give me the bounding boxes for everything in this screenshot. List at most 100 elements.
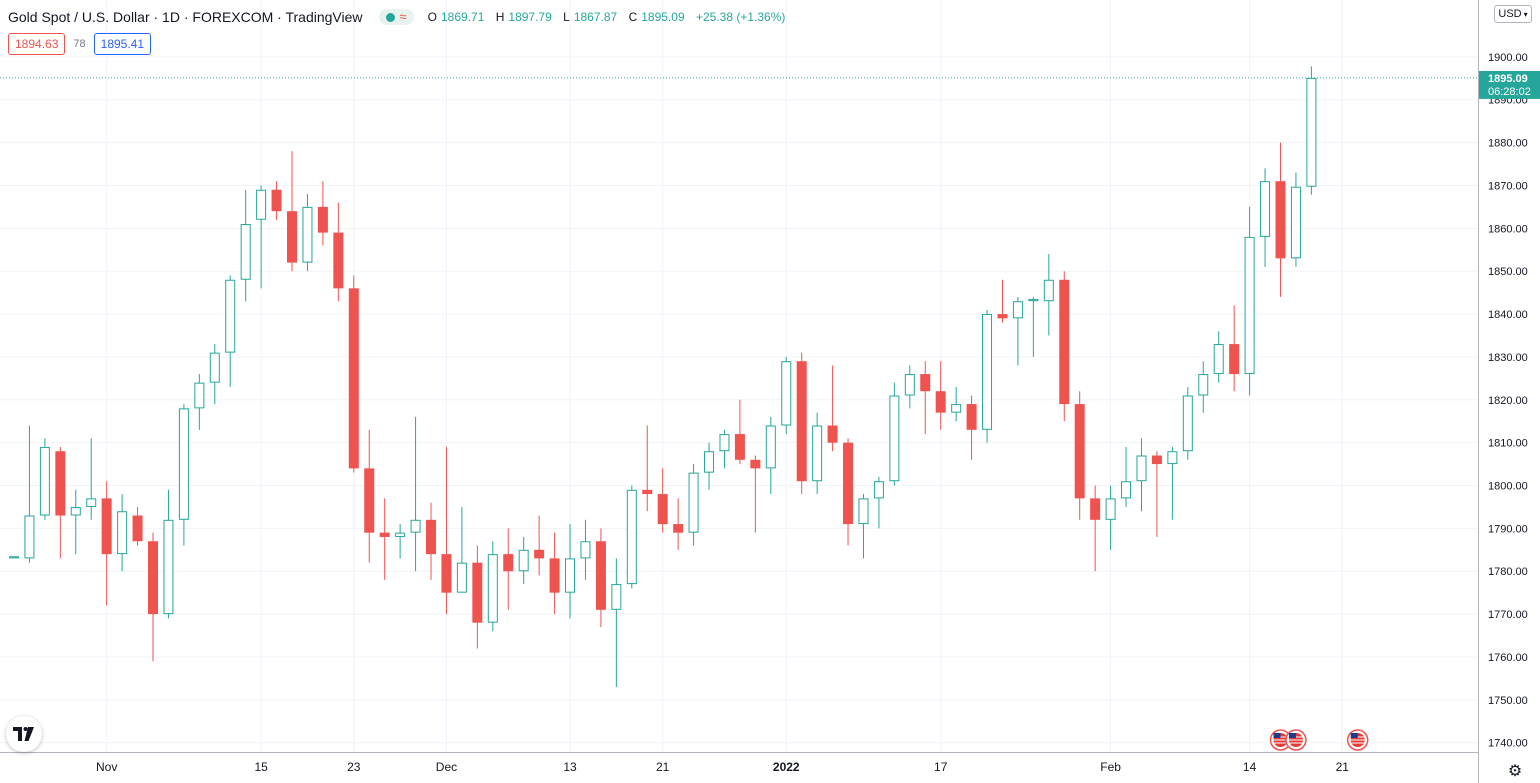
candle xyxy=(117,494,128,572)
candle xyxy=(657,468,668,533)
y-tick-label: 1790.00 xyxy=(1488,523,1528,535)
candle xyxy=(982,309,993,443)
currency-select[interactable]: USD ▾ xyxy=(1494,5,1532,23)
candle xyxy=(642,425,653,512)
candle xyxy=(1167,446,1178,520)
candle xyxy=(302,194,313,272)
y-tick-label: 1860.00 xyxy=(1488,223,1528,235)
candle xyxy=(1074,391,1085,520)
candle xyxy=(1028,296,1039,357)
candle-body-up xyxy=(565,558,576,593)
candle xyxy=(1275,142,1286,297)
y-tick-label: 1750.00 xyxy=(1488,695,1528,707)
candle xyxy=(55,446,66,559)
candle-body-down xyxy=(642,489,653,495)
candle xyxy=(410,416,421,572)
last-price-box xyxy=(1479,70,1540,99)
y-tick-label: 1740.00 xyxy=(1488,738,1528,750)
candle xyxy=(503,528,514,610)
market-status[interactable]: ≈ xyxy=(378,9,414,25)
candle xyxy=(796,352,807,495)
candle xyxy=(827,365,838,452)
candle-body-up xyxy=(889,395,900,482)
x-tick-label: 14 xyxy=(1243,760,1257,774)
candle-body-up xyxy=(456,562,467,593)
candle xyxy=(904,365,915,409)
candle-body-down xyxy=(843,442,854,525)
candle-body-down xyxy=(549,558,560,593)
x-tick-label: 21 xyxy=(656,760,670,774)
candle-body-up xyxy=(209,352,220,383)
gear-icon[interactable]: ⚙ xyxy=(1507,763,1523,780)
candle-body-up xyxy=(518,549,529,572)
high-value: 1897.79 xyxy=(508,10,552,24)
last-price-value: 1895.09 xyxy=(1488,73,1528,85)
countdown-value: 06:28:02 xyxy=(1488,86,1531,98)
candle-body-down xyxy=(1275,181,1286,259)
candle-body-up xyxy=(395,532,406,537)
candle-body-up xyxy=(704,451,715,473)
chevron-down-icon: ▾ xyxy=(1523,9,1528,19)
candle xyxy=(194,374,205,430)
candle xyxy=(673,498,684,550)
buy-price-button[interactable]: 1895.41 xyxy=(93,33,152,55)
candle xyxy=(271,181,282,220)
x-tick-label: 23 xyxy=(347,760,361,774)
x-tick-label: 2022 xyxy=(773,760,800,774)
candle-body-down xyxy=(1090,498,1101,520)
candle xyxy=(1260,168,1271,267)
flag-canton xyxy=(1350,733,1358,738)
status-dot-icon xyxy=(385,12,395,22)
candle-body-down xyxy=(920,374,931,392)
candle-body-down xyxy=(1074,404,1085,499)
candle xyxy=(534,515,545,576)
candle-body-up xyxy=(904,374,915,396)
sell-price-button[interactable]: 1894.63 xyxy=(8,33,66,55)
candle xyxy=(688,464,699,546)
candle xyxy=(1229,305,1240,392)
tradingview-logo-icon[interactable] xyxy=(6,716,42,752)
candle xyxy=(1059,271,1070,422)
candle-body-down xyxy=(101,498,112,555)
candle xyxy=(1213,331,1224,383)
candle xyxy=(364,429,375,563)
candle xyxy=(39,438,50,520)
candle-body-up xyxy=(1105,498,1116,520)
y-tick-label: 1820.00 xyxy=(1488,395,1528,407)
candle xyxy=(348,275,359,473)
candle xyxy=(1136,438,1147,512)
candle xyxy=(1012,296,1023,366)
chart-legend: Gold Spot / U.S. Dollar · 1D · FOREXCOM … xyxy=(8,6,789,28)
candle-body-up xyxy=(256,189,267,220)
event-markers[interactable] xyxy=(1269,729,1369,751)
candle-body-up xyxy=(24,515,35,559)
y-tick-label: 1880.00 xyxy=(1488,138,1528,150)
symbol-title[interactable]: Gold Spot / U.S. Dollar · 1D · FOREXCOM … xyxy=(8,9,363,25)
candle-body-up xyxy=(1136,455,1147,482)
wave-icon: ≈ xyxy=(399,9,407,24)
candle-body-down xyxy=(472,562,483,623)
candle xyxy=(24,425,35,563)
candle-body-up xyxy=(194,382,205,409)
candle xyxy=(873,476,884,529)
candle-body-down xyxy=(796,361,807,482)
candle xyxy=(626,485,637,589)
candle-body-up xyxy=(873,481,884,499)
candle-body-up xyxy=(982,314,993,430)
candle xyxy=(456,506,467,593)
candle-body-down xyxy=(657,494,668,525)
candle xyxy=(395,524,406,559)
candle xyxy=(256,185,267,289)
candle-body-up xyxy=(719,434,730,452)
candle xyxy=(225,275,236,387)
y-tick-label: 1870.00 xyxy=(1488,180,1528,192)
candle-body-up xyxy=(1213,344,1224,375)
candle xyxy=(843,438,854,546)
candle-body-down xyxy=(750,459,761,469)
candle xyxy=(1290,172,1301,267)
candle xyxy=(333,202,344,302)
y-tick-label: 1810.00 xyxy=(1488,438,1528,450)
candle xyxy=(1244,206,1255,396)
candle-body-up xyxy=(611,584,622,610)
